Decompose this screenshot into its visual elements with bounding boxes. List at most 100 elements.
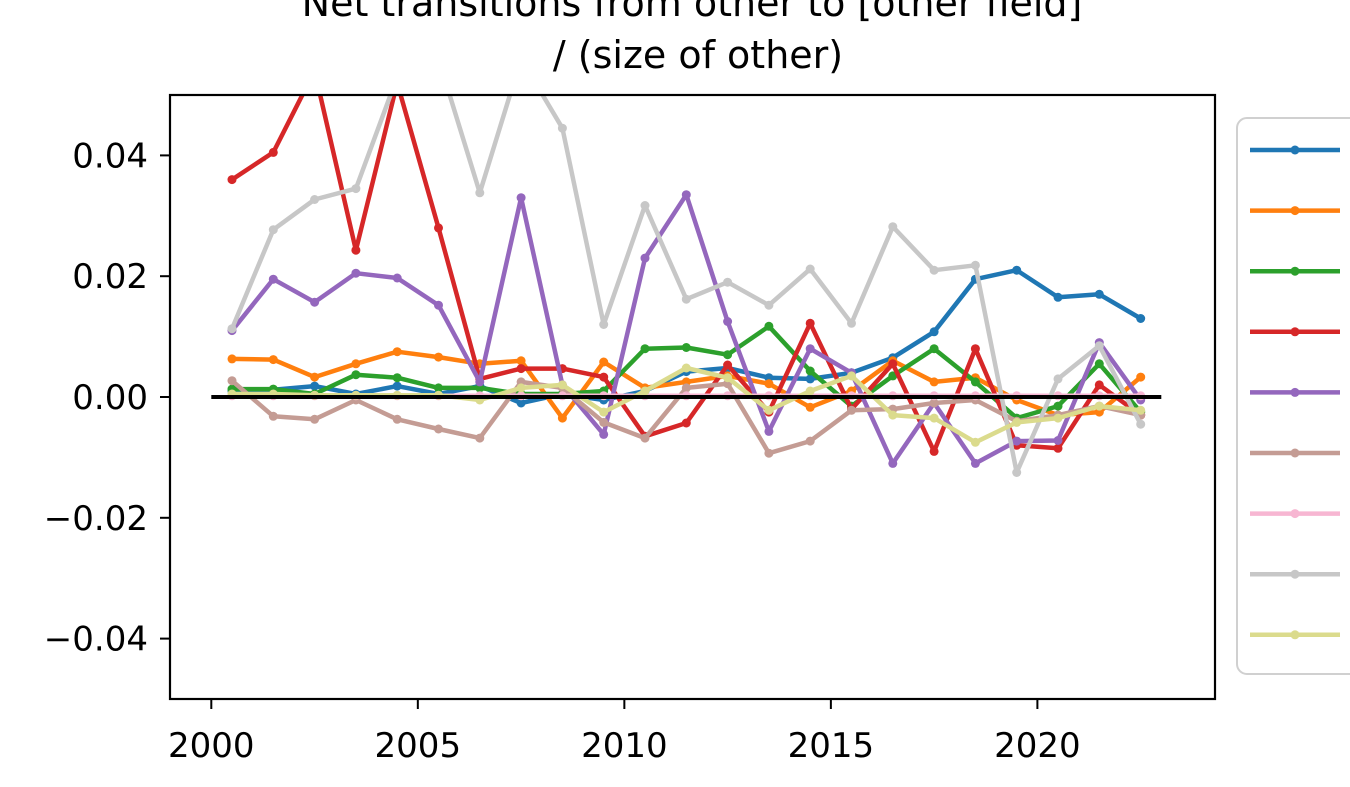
series-2-point: [599, 357, 609, 367]
legend-swatch-marker: [1290, 145, 1300, 155]
series-3-point: [392, 373, 402, 383]
series-9-point: [723, 373, 733, 383]
series-5-point: [640, 253, 650, 263]
series-8-point: [640, 201, 650, 210]
series-2-point: [392, 347, 402, 357]
series-layer: [227, 54, 1146, 477]
series-8-point: [888, 222, 898, 232]
series-3-point: [805, 366, 815, 376]
series-5-point: [475, 377, 485, 387]
series-3-point: [1053, 401, 1063, 411]
series-2-point: [434, 352, 443, 362]
series-2-point: [516, 356, 526, 366]
y-tick-label: −0.02: [44, 499, 148, 539]
series-4-point: [310, 66, 319, 75]
y-tick-label: 0.02: [72, 257, 148, 297]
series-9-point: [681, 363, 691, 373]
series-5-point: [268, 274, 278, 284]
series-1-point: [1012, 265, 1022, 275]
series-6-point: [764, 448, 774, 458]
series-8-point: [599, 320, 609, 329]
series-6-point: [847, 405, 856, 415]
series-1-point: [1094, 289, 1104, 299]
series-4-point: [929, 446, 939, 456]
series-8-point: [310, 195, 320, 204]
series-9-point: [888, 410, 898, 420]
series-8-point: [475, 188, 485, 198]
series-5-point: [392, 273, 402, 283]
series-2-point: [764, 379, 774, 389]
series-5-point: [970, 458, 980, 468]
series-8: [227, 54, 1146, 477]
legend-entry-3: [1250, 266, 1340, 276]
series-9-point: [1094, 401, 1104, 411]
legend-entry-6: [1250, 448, 1340, 458]
series-1-point: [1136, 314, 1146, 323]
series-6-point: [599, 417, 609, 427]
series-9-point: [929, 413, 939, 423]
series-5-point: [599, 429, 609, 439]
series-4-point: [351, 245, 361, 255]
series-4-point: [516, 364, 526, 374]
series-3-point: [640, 344, 650, 354]
series-9-point: [599, 407, 609, 417]
series-5-point: [351, 268, 361, 278]
series-6-point: [392, 414, 402, 424]
series-9-point: [764, 405, 774, 415]
series-6-point: [434, 424, 443, 434]
series-5-point: [516, 193, 526, 203]
series-2-point: [929, 377, 939, 387]
series-1-point: [310, 381, 320, 391]
series-8-point: [517, 54, 526, 63]
legend-entry-2: [1250, 206, 1340, 216]
series-8-point: [929, 265, 939, 275]
series-8-point: [1053, 374, 1063, 384]
legend-swatch-marker: [1290, 569, 1300, 579]
chart-title-line-1: Net transitions from other to [other fie…: [302, 0, 1083, 25]
series-5-point: [805, 344, 815, 354]
legend-swatch-marker: [1290, 509, 1300, 519]
legend-swatch-marker: [1290, 266, 1300, 276]
x-tick-label: 2020: [994, 726, 1081, 766]
legend-entry-8: [1250, 569, 1340, 579]
series-4-point: [681, 418, 691, 428]
legend-swatch-marker: [1290, 630, 1300, 640]
series-1-point: [392, 381, 402, 391]
legend: [1236, 117, 1350, 675]
series-3-point: [434, 383, 443, 393]
series-8-point: [393, 72, 402, 81]
series-4-point: [227, 175, 237, 185]
series-4-point: [268, 147, 278, 157]
series-5-point: [723, 317, 733, 326]
series-5-point: [434, 300, 443, 310]
series-8-point: [227, 324, 237, 334]
series-4-point: [1053, 443, 1063, 453]
series-1-point: [929, 327, 939, 337]
series-8-point: [970, 260, 980, 270]
series-4-point: [434, 223, 443, 233]
legend-swatch-marker: [1290, 448, 1300, 458]
legend-entry-4: [1250, 327, 1340, 337]
series-2-point: [268, 355, 278, 365]
series-4-point: [599, 372, 609, 382]
legend-swatch-marker: [1290, 206, 1300, 216]
y-tick-label: 0.00: [72, 378, 148, 418]
series-1-point: [516, 398, 526, 408]
series-5: [227, 190, 1146, 468]
series-8-point: [764, 300, 774, 310]
series-8-point: [1012, 468, 1022, 477]
series-9-point: [847, 371, 856, 381]
series-8-point: [557, 123, 567, 133]
series-5-point: [1053, 436, 1063, 445]
x-tick-label: 2010: [581, 726, 668, 766]
series-8-point: [723, 277, 733, 287]
series-5-point: [681, 190, 691, 200]
y-tick-label: 0.04: [72, 136, 148, 176]
series-8-point: [268, 225, 278, 235]
x-tick-label: 2005: [375, 726, 462, 766]
series-9-point: [640, 386, 650, 396]
legend-swatch-marker: [1290, 327, 1300, 337]
series-5-point: [764, 426, 774, 436]
series-3-point: [681, 343, 691, 352]
series-2-point: [227, 354, 237, 364]
